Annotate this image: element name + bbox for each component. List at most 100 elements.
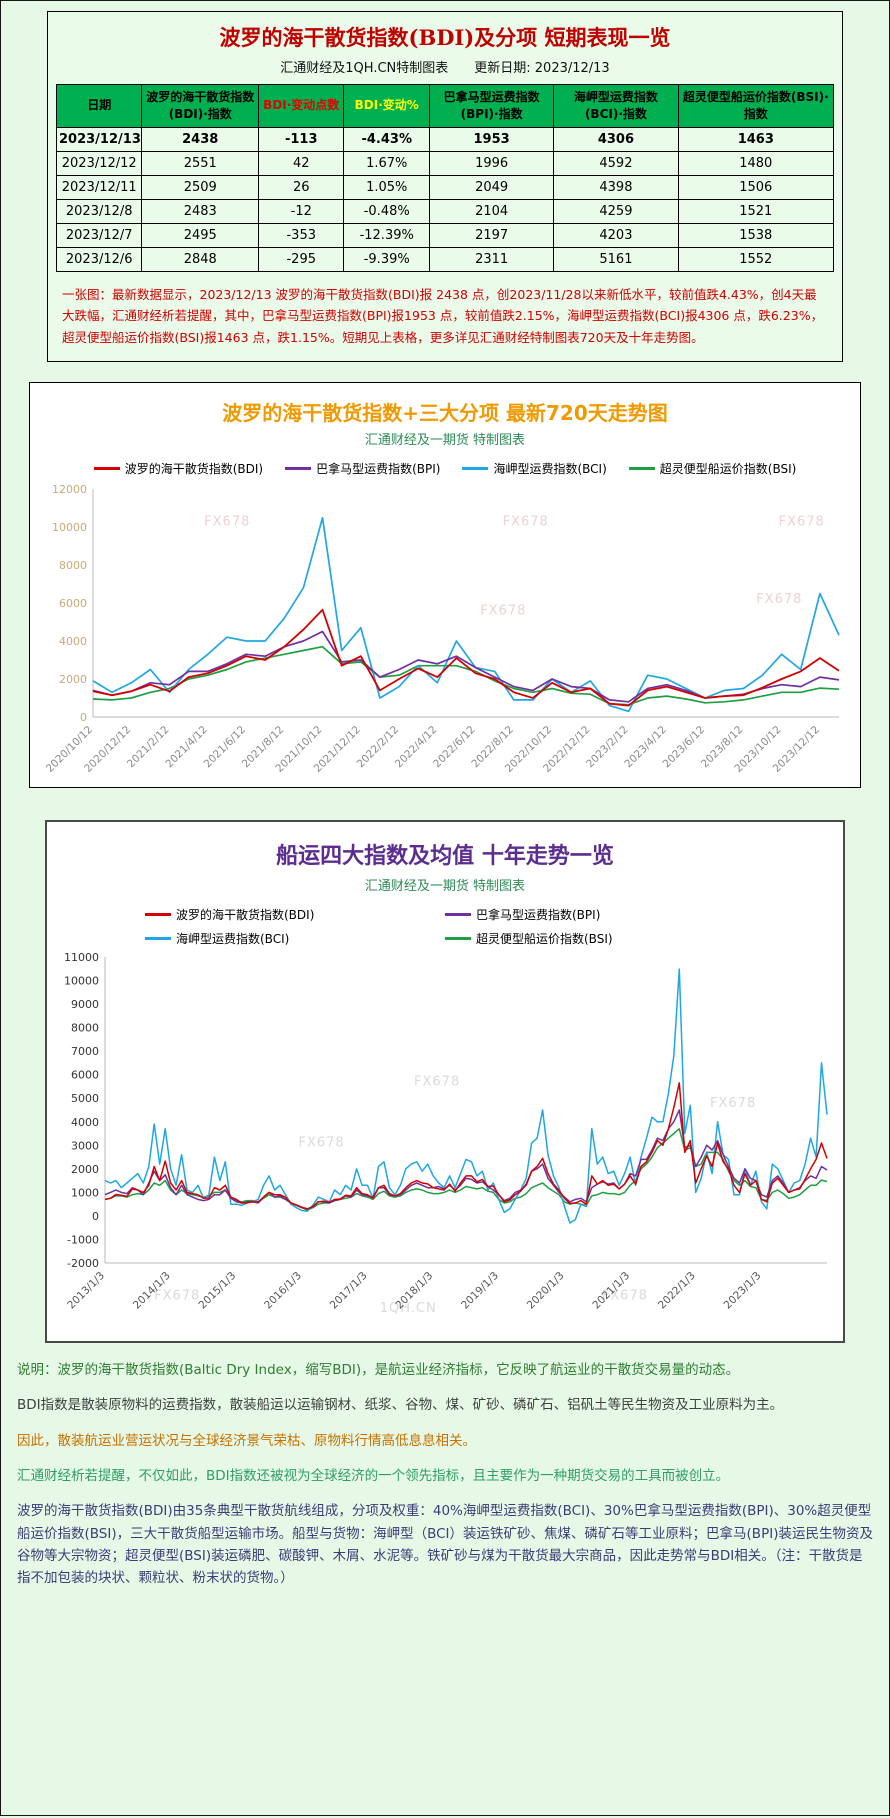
svg-text:2000: 2000 bbox=[59, 673, 87, 686]
table-cell: 1.05% bbox=[343, 174, 430, 200]
legend-item: 超灵便型船运价指数(BSI) bbox=[628, 460, 797, 477]
legend-label: 海岬型运费指数(BCI) bbox=[493, 462, 607, 477]
legend-label: 巴拿马型运费指数(BPI) bbox=[476, 908, 601, 923]
chart-720-subtitle: 汇通财经及一期货 特制图表 bbox=[364, 433, 526, 449]
svg-text:2020/1/3: 2020/1/3 bbox=[525, 1270, 567, 1312]
table-cell: 1552 bbox=[677, 246, 835, 272]
svg-text:-2000: -2000 bbox=[67, 1257, 99, 1270]
svg-text:7000: 7000 bbox=[71, 1045, 99, 1058]
svg-text:2022/1/3: 2022/1/3 bbox=[656, 1270, 698, 1312]
table-cell: 1480 bbox=[677, 150, 835, 176]
table-cell: -9.39% bbox=[343, 246, 430, 272]
table-cell: 4306 bbox=[553, 126, 679, 152]
legend-item: 超灵便型船运价指数(BSI) bbox=[445, 930, 745, 947]
svg-text:2015/1/3: 2015/1/3 bbox=[197, 1270, 239, 1312]
legend-line-marker bbox=[285, 467, 312, 471]
svg-text:FX678: FX678 bbox=[779, 515, 825, 530]
table-cell: 1538 bbox=[677, 222, 835, 248]
legend-line-marker bbox=[445, 937, 471, 941]
table-cell: 1463 bbox=[677, 126, 835, 152]
table-cell: -12.39% bbox=[343, 222, 430, 248]
svg-text:FX678: FX678 bbox=[298, 1136, 344, 1151]
bdi-table: 日期 波罗的海干散货指数(BDI)·指数 BDI·变动点数 BDI·变动% 巴拿马型运费… bbox=[55, 84, 835, 272]
table-cell: 1.67% bbox=[343, 150, 430, 176]
legend-line-marker bbox=[628, 467, 655, 471]
footer-line: 波罗的海干散货指数(BDI)由35条典型干散货航线组成，分项及权重：40%海岬型… bbox=[17, 1503, 873, 1587]
svg-text:2016/1/3: 2016/1/3 bbox=[262, 1270, 304, 1312]
table-cell: 1506 bbox=[677, 174, 835, 200]
table-cell: 2551 bbox=[141, 150, 260, 176]
column-header: 超灵便型船运价指数(BSI)·指数 bbox=[677, 84, 835, 128]
table-row: 2023/12/13 2438 -113 -4.43% 1953 4306 1463 bbox=[55, 126, 835, 152]
table-cell: -353 bbox=[258, 222, 345, 248]
svg-text:2000: 2000 bbox=[71, 1163, 99, 1176]
column-header: BDI·变动点数 bbox=[258, 84, 345, 128]
legend-label: 超灵便型船运价指数(BSI) bbox=[659, 462, 797, 477]
table-commentary: 一张图：最新数据显示，2023/12/13 波罗的海干散货指数(BDI)报 24… bbox=[62, 286, 824, 346]
chart-10y-subtitle: 汇通财经及一期货 特制图表 bbox=[364, 879, 526, 895]
table-cell: 2311 bbox=[428, 246, 555, 272]
svg-text:8000: 8000 bbox=[71, 1022, 99, 1035]
column-header: 巴拿马型运费指数(BPI)·指数 bbox=[428, 84, 555, 128]
legend-line-marker bbox=[462, 467, 489, 471]
svg-text:FX678: FX678 bbox=[756, 592, 802, 607]
svg-text:2013/1/3: 2013/1/3 bbox=[65, 1270, 107, 1312]
svg-text:11000: 11000 bbox=[64, 951, 99, 964]
legend-item: 海岬型运费指数(BCI) bbox=[462, 460, 607, 477]
chart-720-plot: FX678 FX678 FX678 FX678 FX678 0 2000 4000 6000 80… bbox=[44, 483, 840, 775]
chart-720-title: 波罗的海干散货指数+三大分项 最新720天走势图 bbox=[222, 401, 668, 426]
svg-text:FX678: FX678 bbox=[503, 515, 549, 530]
table-cell: -113 bbox=[258, 126, 345, 152]
footer-line: BDI指数是散装原物料的运费指数，散装船运以运输钢材、纸浆、谷物、煤、矿砂、磷矿… bbox=[17, 1397, 784, 1414]
svg-text:10000: 10000 bbox=[52, 521, 87, 534]
chart-10y-legend: 波罗的海干散货指数(BDI) 巴拿马型运费指数(BPI) 海岬型运费指数(BCI) 超… bbox=[51, 906, 839, 947]
table-cell: -12 bbox=[258, 198, 345, 224]
table-cell: 2023/12/12 bbox=[55, 150, 143, 176]
table-cell: 2023/12/7 bbox=[55, 222, 143, 248]
table-row: 2023/12/8 2483 -12 -0.48% 2104 4259 1521 bbox=[55, 198, 835, 224]
column-header: 波罗的海干散货指数(BDI)·指数 bbox=[141, 84, 260, 128]
table-cell: -4.43% bbox=[343, 126, 430, 152]
table-cell: 2495 bbox=[141, 222, 260, 248]
svg-text:10000: 10000 bbox=[64, 975, 99, 988]
chart-720-legend: 波罗的海干散货指数(BDI) 巴拿马型运费指数(BPI) 海岬型运费指数(BCI) 超… bbox=[34, 460, 856, 477]
table-cell: 4592 bbox=[553, 150, 679, 176]
legend-item: 巴拿马型运费指数(BPI) bbox=[285, 460, 440, 477]
svg-text:12000: 12000 bbox=[52, 483, 87, 496]
svg-text:1QH.CN: 1QH.CN bbox=[380, 1301, 437, 1316]
table-cell: 2483 bbox=[141, 198, 260, 224]
table-cell: 2509 bbox=[141, 174, 260, 200]
svg-text:2017/1/3: 2017/1/3 bbox=[328, 1270, 370, 1312]
table-cell: 26 bbox=[258, 174, 345, 200]
table-cell: 2197 bbox=[428, 222, 555, 248]
legend-label: 波罗的海干散货指数(BDI) bbox=[176, 908, 315, 923]
svg-text:4000: 4000 bbox=[71, 1116, 99, 1129]
table-cell: 2023/12/6 bbox=[55, 246, 143, 272]
svg-text:6000: 6000 bbox=[59, 597, 87, 610]
chart-10y-title: 船运四大指数及均值 十年走势一览 bbox=[276, 843, 614, 870]
table-row: 2023/12/12 2551 42 1.67% 1996 4592 1480 bbox=[55, 150, 835, 176]
chart-source-label: 汇通财经及1QH.CN特制图表 bbox=[280, 61, 449, 76]
chart-10y-plot: FX678 FX678 FX678 FX678 1QH.CN FX678 -2000 -100… bbox=[64, 951, 828, 1316]
table-cell: 1953 bbox=[428, 126, 555, 152]
table-row: 2023/12/11 2509 26 1.05% 2049 4398 1506 bbox=[55, 174, 835, 200]
svg-text:0: 0 bbox=[92, 1210, 99, 1223]
legend-label: 巴拿马型运费指数(BPI) bbox=[316, 462, 441, 477]
table-cell: 4398 bbox=[553, 174, 679, 200]
table-header-row: 日期 波罗的海干散货指数(BDI)·指数 BDI·变动点数 BDI·变动% 巴拿马型运费… bbox=[55, 84, 835, 128]
chart-10y-section: 船运四大指数及均值 十年走势一览 汇通财经及一期货 特制图表 波罗的海干散货指数… bbox=[45, 820, 845, 1344]
table-section-title: 波罗的海干散货指数(BDI)及分项 短期表现一览 bbox=[219, 25, 671, 50]
svg-text:8000: 8000 bbox=[59, 559, 87, 572]
table-cell: 4259 bbox=[553, 198, 679, 224]
legend-label: 超灵便型船运价指数(BSI) bbox=[476, 932, 613, 947]
svg-text:FX678: FX678 bbox=[414, 1075, 460, 1090]
svg-text:FX678: FX678 bbox=[154, 1289, 200, 1304]
footer-line: 因此，散装航运业营运状况与全球经济景气荣枯、原物料行情高低息息相关。 bbox=[17, 1432, 476, 1449]
legend-line-marker bbox=[145, 913, 171, 917]
column-header: BDI·变动% bbox=[343, 84, 430, 128]
legend-line-marker bbox=[145, 937, 171, 941]
legend-line-marker bbox=[445, 913, 471, 917]
svg-text:4000: 4000 bbox=[59, 635, 87, 648]
table-cell: 42 bbox=[258, 150, 345, 176]
